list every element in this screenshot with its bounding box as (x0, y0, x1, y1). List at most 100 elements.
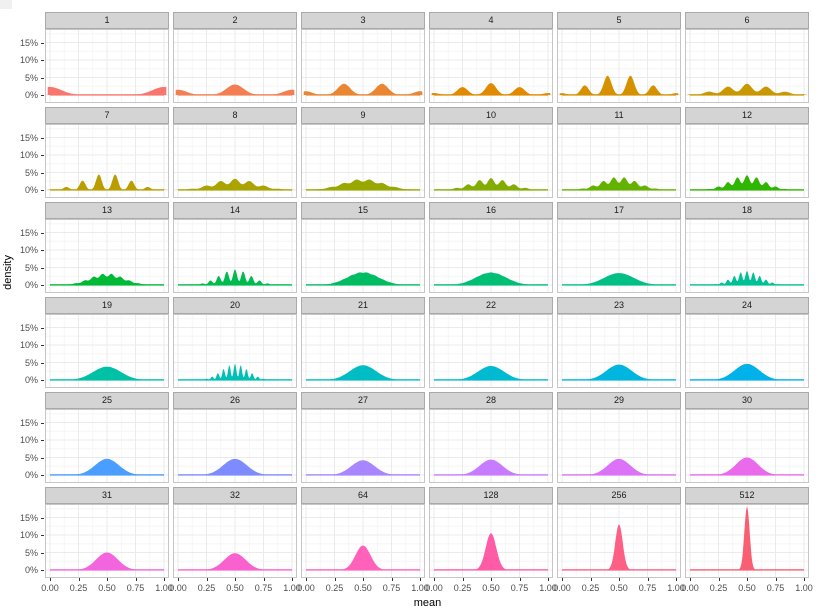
x-tick-label: 0.00 (297, 583, 315, 593)
y-tick-mark (41, 60, 44, 61)
density-panel (557, 124, 681, 198)
facet-strip-label: 10 (429, 107, 553, 124)
x-tick-label: 0.75 (382, 583, 401, 593)
facet-2: 2 (173, 12, 297, 103)
density-panel (301, 124, 425, 198)
facet-strip-label: 2 (173, 12, 297, 29)
density-panel (429, 504, 553, 578)
y-tick-label: 10% (19, 435, 38, 445)
density-panel (45, 29, 169, 103)
facet-strip-label: 25 (45, 392, 169, 409)
x-tick-mark (306, 578, 307, 581)
x-tick-label: 0.50 (226, 583, 244, 593)
facet-strip-label: 512 (685, 487, 809, 504)
density-panel (429, 409, 553, 483)
facet-strip-label: 30 (685, 392, 809, 409)
x-tick-label: 1.00 (795, 583, 813, 593)
x-tick-mark (235, 578, 236, 581)
y-tick-mark (41, 95, 44, 96)
facet-22: 22 (429, 297, 553, 388)
facet-26: 26 (173, 392, 297, 483)
facet-strip-label: 16 (429, 202, 553, 219)
density-panel (557, 504, 681, 578)
facet-strip-label: 22 (429, 297, 553, 314)
facet-256: 256 (557, 487, 681, 578)
density-panel (557, 314, 681, 388)
density-panel (45, 219, 169, 293)
facet-6: 6 (685, 12, 809, 103)
x-tick-mark (420, 578, 421, 581)
density-panel (301, 29, 425, 103)
x-tick-mark (50, 578, 51, 581)
x-tick-label: 0.50 (738, 583, 756, 593)
facet-512: 512 (685, 487, 809, 578)
density-panel (301, 314, 425, 388)
facet-strip-label: 1 (45, 12, 169, 29)
facet-15: 15 (301, 202, 425, 293)
facet-128: 128 (429, 487, 553, 578)
facet-21: 21 (301, 297, 425, 388)
facet-strip-label: 9 (301, 107, 425, 124)
facet-strip-label: 14 (173, 202, 297, 219)
facet-strip-label: 15 (301, 202, 425, 219)
x-tick-mark (804, 578, 805, 581)
facet-27: 27 (301, 392, 425, 483)
y-tick-mark (41, 345, 44, 346)
x-tick-label: 0.75 (510, 583, 529, 593)
facet-10: 10 (429, 107, 553, 198)
x-tick-label: 0.00 (425, 583, 443, 593)
x-tick-mark (391, 578, 393, 581)
x-tick-mark (747, 578, 748, 581)
x-tick-mark (434, 578, 435, 581)
facet-strip-label: 128 (429, 487, 553, 504)
facet-32: 32 (173, 487, 297, 578)
density-panel (429, 314, 553, 388)
x-tick-mark (135, 578, 137, 581)
x-tick-label: 0.00 (681, 583, 699, 593)
y-tick-mark (41, 137, 44, 139)
facet-strip-label: 26 (173, 392, 297, 409)
facet-strip-label: 28 (429, 392, 553, 409)
facet-25: 25 (45, 392, 169, 483)
y-tick-label: 10% (19, 530, 38, 540)
facet-5: 5 (557, 12, 681, 103)
density-panel (685, 314, 809, 388)
y-tick-mark (41, 517, 44, 519)
y-tick-label: 10% (19, 55, 38, 65)
corner-artifact (0, 0, 12, 9)
density-panel (557, 409, 681, 483)
y-tick-label: 5% (24, 452, 38, 463)
facet-strip-label: 6 (685, 12, 809, 29)
density-panel (173, 409, 297, 483)
y-tick-mark (41, 362, 44, 364)
facet-1: 1 (45, 12, 169, 103)
facet-strip-label: 21 (301, 297, 425, 314)
x-tick-label: 0.25 (197, 583, 216, 593)
x-tick-mark (78, 578, 80, 581)
y-tick-mark (41, 327, 44, 329)
y-tick-mark (41, 155, 44, 156)
x-tick-label: 0.25 (453, 583, 472, 593)
density-panel (685, 409, 809, 483)
y-tick-label: 5% (24, 547, 38, 558)
y-tick-label: 0% (24, 90, 38, 100)
density-panel (173, 124, 297, 198)
facet-strip-label: 11 (557, 107, 681, 124)
x-tick-label: 0.75 (766, 583, 785, 593)
facet-19: 19 (45, 297, 169, 388)
facet-20: 20 (173, 297, 297, 388)
facet-9: 9 (301, 107, 425, 198)
facet-7: 7 (45, 107, 169, 198)
density-panel (685, 219, 809, 293)
x-tick-label: 0.25 (325, 583, 344, 593)
facet-strip-label: 17 (557, 202, 681, 219)
facet-strip-label: 32 (173, 487, 297, 504)
facet-strip-label: 8 (173, 107, 297, 124)
y-tick-label: 15% (19, 322, 38, 333)
y-tick-label: 5% (24, 262, 38, 273)
facet-18: 18 (685, 202, 809, 293)
y-tick-label: 10% (19, 245, 38, 255)
y-tick-mark (41, 172, 44, 174)
x-tick-label: 0.25 (709, 583, 728, 593)
